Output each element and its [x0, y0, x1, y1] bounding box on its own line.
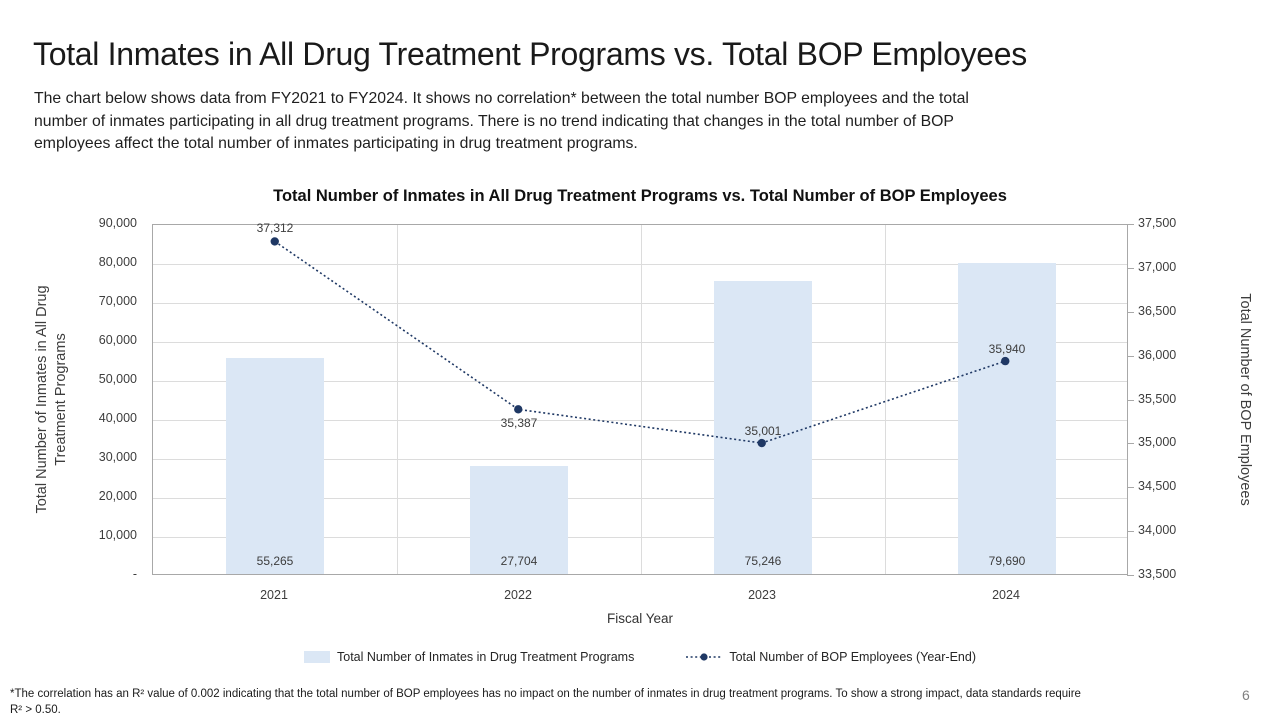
subtitle-line: The chart below shows data from FY2021 t… — [34, 90, 969, 107]
left-axis-tick-label: 60,000 — [98, 333, 137, 347]
page-title: Total Inmates in All Drug Treatment Prog… — [33, 36, 1027, 72]
x-axis-tick-label: 2023 — [748, 588, 776, 602]
x-axis-tick-label: 2024 — [992, 588, 1020, 602]
bar — [958, 263, 1056, 574]
left-axis-tick-label: 20,000 — [98, 489, 137, 503]
right-axis-tick-label: 35,500 — [1138, 391, 1177, 406]
right-axis-tick-label: 36,000 — [1138, 347, 1177, 362]
line-marker — [1001, 356, 1010, 366]
gridline-vertical — [397, 225, 398, 574]
gridline-vertical — [641, 225, 642, 574]
gridline-horizontal — [153, 537, 1127, 538]
legend-bar-swatch — [304, 651, 330, 663]
right-axis-tick-mark — [1127, 267, 1134, 269]
right-axis-tick-label: 34,000 — [1138, 523, 1177, 538]
footnote: *The correlation has an R² value of 0.00… — [10, 686, 1081, 718]
gridline-horizontal — [153, 459, 1127, 460]
gridline-horizontal — [153, 381, 1127, 382]
right-axis-tick-label: 37,500 — [1138, 216, 1177, 230]
left-axis-title: Total Number of Inmates in All Drug Trea… — [28, 224, 76, 575]
left-axis-tick-label: 90,000 — [98, 216, 137, 230]
line-marker — [757, 438, 766, 448]
gridline-horizontal — [153, 303, 1127, 304]
subtitle: The chart below shows data from FY2021 t… — [34, 88, 969, 156]
legend-label: Total Number of BOP Employees (Year-End) — [729, 650, 976, 664]
right-axis-tick-mark — [1127, 311, 1134, 313]
employees-dotted-line — [274, 240, 1006, 444]
legend-label: Total Number of Inmates in Drug Treatmen… — [337, 650, 635, 664]
footnote-line: *The correlation has an R² value of 0.00… — [10, 688, 1081, 700]
chart-title: Total Number of Inmates in All Drug Trea… — [273, 187, 1007, 205]
plot-area: 37,312 35,387 35,001 35,940 55,265 27,704 75,… — [152, 221, 1128, 575]
gridline-horizontal — [153, 342, 1127, 343]
right-axis-tick-label: 35,000 — [1138, 435, 1177, 450]
left-axis-tick-label: 50,000 — [98, 372, 137, 386]
left-axis-tick-label: 30,000 — [98, 450, 137, 464]
legend: Total Number of Inmates in Drug Treatmen… — [0, 650, 1280, 664]
gridline-vertical — [885, 225, 886, 574]
line-marker — [514, 405, 523, 414]
gridline-horizontal — [153, 420, 1127, 421]
right-axis-tick-label: 36,500 — [1138, 303, 1177, 318]
page-number: 6 — [1242, 687, 1250, 703]
left-axis-tick-label: - — [132, 567, 137, 581]
x-axis-tick-label: 2022 — [504, 588, 532, 602]
right-axis-tick-label: 33,500 — [1138, 567, 1177, 581]
line-series — [270, 237, 1010, 448]
bar-data-label: 27,704 — [500, 554, 538, 568]
subtitle-line: number of inmates participating in all d… — [34, 112, 954, 130]
left-axis-tick-label: 40,000 — [98, 411, 137, 425]
bar — [470, 465, 568, 574]
right-axis-title-text: Total Number of BOP Employees — [1237, 293, 1254, 506]
legend-line-sample — [686, 653, 723, 661]
line-data-label: 37,312 — [256, 221, 294, 236]
legend-item: Total Number of Inmates in Drug Treatmen… — [304, 650, 634, 664]
x-axis-title: Fiscal Year — [606, 611, 674, 626]
bar-data-label: 79,690 — [988, 554, 1026, 568]
right-axis-tick-mark — [1127, 531, 1134, 533]
x-axis-tick-label: 2021 — [260, 588, 288, 602]
line-data-label: 35,387 — [500, 416, 538, 431]
right-axis-title: Total Number of BOP Employees — [1222, 224, 1268, 575]
gridline-horizontal — [153, 498, 1127, 499]
line-data-label: 35,001 — [744, 424, 782, 439]
footnote-line: R² > 0.50. — [10, 704, 61, 716]
right-axis-tick-mark — [1127, 224, 1134, 225]
left-axis-tick-label: 80,000 — [98, 255, 137, 269]
gridline-horizontal — [153, 264, 1127, 265]
right-axis-tick-mark — [1127, 355, 1134, 357]
left-axis-tick-label: 10,000 — [98, 528, 137, 542]
bar-data-label: 55,265 — [256, 554, 294, 568]
bar — [226, 358, 324, 574]
bar — [714, 280, 812, 574]
right-axis-tick-mark — [1127, 487, 1134, 489]
left-axis-tick-label: 70,000 — [98, 294, 137, 308]
right-axis-tick-label: 34,500 — [1138, 479, 1177, 494]
line-data-label: 35,940 — [988, 341, 1026, 356]
right-axis-tick-mark — [1127, 399, 1134, 401]
line-marker — [270, 237, 279, 246]
bar-data-label: 75,246 — [744, 554, 782, 568]
subtitle-line: employees affect the total number of inm… — [34, 135, 638, 152]
right-axis-tick-mark — [1127, 575, 1134, 576]
right-axis-tick-mark — [1127, 443, 1134, 445]
right-axis-tick-label: 37,000 — [1138, 259, 1177, 274]
legend-item: Total Number of BOP Employees (Year-End) — [686, 650, 976, 664]
